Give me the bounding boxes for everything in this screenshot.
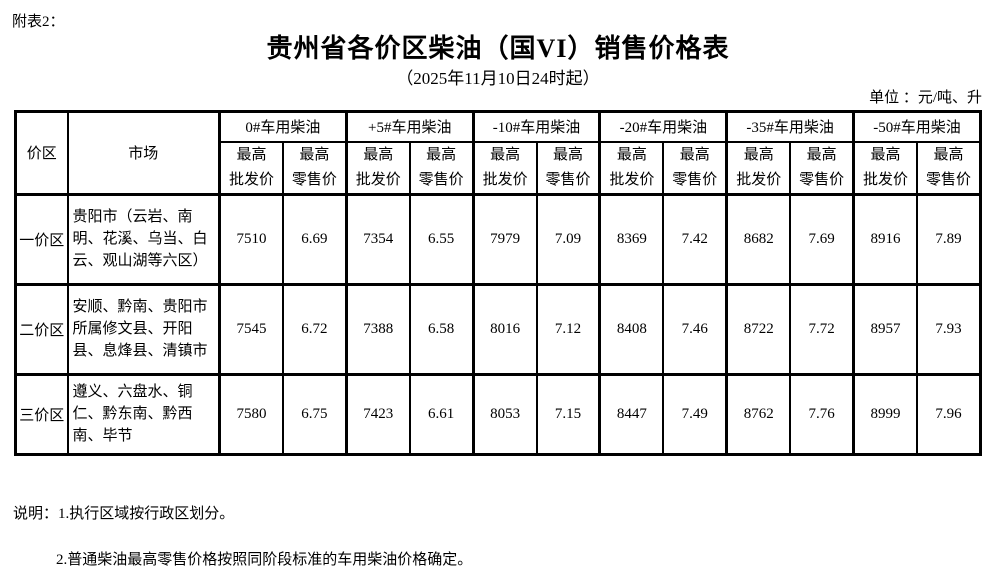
col-zone-header: 价区: [14, 110, 69, 195]
price-cell: 7.42: [662, 192, 728, 285]
wholesale-subheader: 最高 批发价: [852, 140, 918, 195]
table-subheader-row: 最高 批发价 最高 零售价 最高 批发价 最高 零售价 最高 批发价 最高 零售价 最高 批发…: [16, 140, 982, 195]
retail-subheader: 最高 零售价: [281, 140, 348, 195]
attachment-label: 附表2：: [12, 14, 65, 30]
price-cell: 7.46: [662, 282, 728, 375]
wholesale-subheader: 最高 批发价: [725, 140, 792, 195]
table-row: 三价区 遵义、六盘水、铜仁、黔东南、黔西南、毕节 7580 6.75 7423 …: [14, 372, 982, 455]
price-cell: 7.69: [789, 192, 855, 285]
price-cell: 8408: [598, 282, 665, 375]
price-cell: 8447: [598, 372, 665, 455]
price-cell: 7.49: [662, 372, 728, 455]
price-cell: 7.96: [915, 372, 982, 455]
price-cell: 8762: [725, 372, 792, 455]
price-cell: 8682: [725, 192, 792, 285]
price-cell: 7510: [217, 192, 284, 285]
price-cell: 7388: [344, 282, 411, 375]
retail-subheader: 最高 零售价: [789, 140, 855, 195]
price-cell: 6.55: [408, 192, 475, 285]
price-cell: 7.12: [535, 282, 601, 375]
price-cell: 8957: [852, 282, 918, 375]
price-cell: 7423: [344, 372, 411, 455]
fuel-group-header: 0#车用柴油: [218, 110, 348, 143]
price-cell: 6.58: [408, 282, 475, 375]
price-cell: 7979: [471, 192, 538, 285]
wholesale-subheader: 最高 批发价: [471, 140, 538, 195]
price-cell: 8916: [852, 192, 918, 285]
price-cell: 7.76: [789, 372, 855, 455]
price-cell: 8016: [471, 282, 538, 375]
price-cell: 6.69: [281, 192, 348, 285]
price-cell: 7.09: [535, 192, 601, 285]
zone-cell: 三价区: [14, 372, 69, 455]
price-cell: 7.89: [915, 192, 982, 285]
table-row: 二价区 安顺、黔南、贵阳市所属修文县、开阳县、息烽县、清镇市 7545 6.72…: [14, 282, 982, 375]
price-cell: 7.93: [915, 282, 982, 375]
price-cell: 6.75: [281, 372, 348, 455]
page-title: 贵州省各价区柴油（国VI）销售价格表: [266, 34, 730, 63]
wholesale-subheader: 最高 批发价: [217, 140, 284, 195]
fuel-group-header: +5#车用柴油: [344, 110, 475, 143]
table-row: 一价区 贵阳市（云岩、南明、花溪、乌当、白云、观山湖等六区） 7510 6.69…: [14, 192, 982, 285]
unit-label: 单位 ：元/吨、升: [869, 90, 982, 106]
note-line-1: 说明：1.执行区域按行政区划分。: [13, 506, 235, 522]
zone-cell: 二价区: [14, 282, 69, 375]
page-subtitle: （2025年11月10日24时起）: [396, 69, 600, 88]
price-cell: 8053: [471, 372, 538, 455]
wholesale-subheader: 最高 批发价: [344, 140, 411, 195]
price-cell: 8999: [852, 372, 918, 455]
retail-subheader: 最高 零售价: [408, 140, 475, 195]
note-line-2: 2.普通柴油最高零售价格按照同阶段标准的车用柴油价格确定。: [56, 552, 473, 568]
market-cell: 遵义、六盘水、铜仁、黔东南、黔西南、毕节: [66, 372, 221, 455]
price-cell: 7354: [344, 192, 411, 285]
col-market-header: 市场: [66, 110, 221, 195]
market-cell: 安顺、黔南、贵阳市所属修文县、开阳县、息烽县、清镇市: [66, 282, 221, 375]
fuel-group-header: -50#车用柴油: [852, 110, 982, 143]
fuel-group-header: -20#车用柴油: [598, 110, 728, 143]
price-cell: 7580: [217, 372, 284, 455]
price-cell: 6.61: [408, 372, 475, 455]
price-cell: 8369: [598, 192, 665, 285]
fuel-group-header: -35#车用柴油: [725, 110, 855, 143]
retail-subheader: 最高 零售价: [915, 140, 982, 195]
zone-cell: 一价区: [14, 192, 69, 285]
retail-subheader: 最高 零售价: [662, 140, 728, 195]
fuel-group-header: -10#车用柴油: [471, 110, 601, 143]
retail-subheader: 最高 零售价: [535, 140, 601, 195]
wholesale-subheader: 最高 批发价: [598, 140, 665, 195]
market-cell: 贵阳市（云岩、南明、花溪、乌当、白云、观山湖等六区）: [66, 192, 221, 285]
price-cell: 7.72: [789, 282, 855, 375]
price-table: 价区 市场 0#车用柴油 +5#车用柴油 -10#车用柴油 -20#车用柴油 -…: [14, 110, 982, 456]
price-cell: 7.15: [535, 372, 601, 455]
price-cell: 8722: [725, 282, 792, 375]
table-header-group-row: 价区 市场 0#车用柴油 +5#车用柴油 -10#车用柴油 -20#车用柴油 -…: [14, 110, 982, 195]
price-cell: 6.72: [281, 282, 348, 375]
price-cell: 7545: [217, 282, 284, 375]
